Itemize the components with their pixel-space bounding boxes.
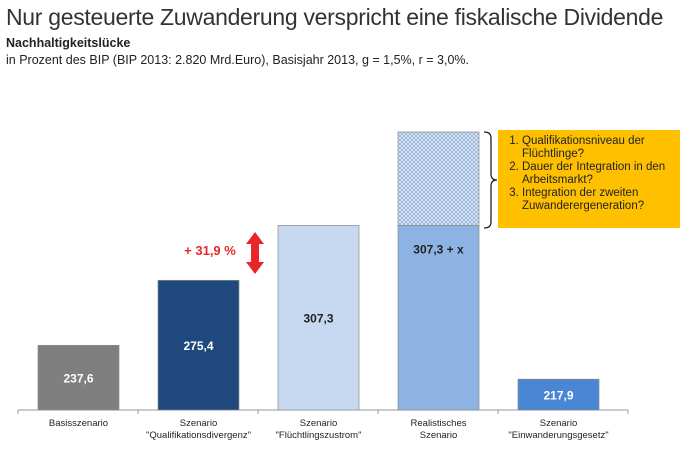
slide-title: Nur gesteuerte Zuwanderung verspricht ei…: [6, 4, 664, 30]
category-label: Basisszenario: [48, 418, 109, 429]
brace: [483, 131, 498, 229]
data-label: 307,3: [303, 312, 333, 326]
bar: [157, 279, 240, 411]
bar: [37, 344, 120, 411]
chart-subtitle: Nachhaltigkeitslücke: [6, 36, 131, 50]
data-label: 275,4: [183, 339, 213, 353]
increase-annotation: + 31,9 %: [184, 243, 236, 258]
category-label: Realistisches Szenario: [410, 418, 467, 441]
bar: [517, 378, 600, 411]
bar-uncertain-extension: [397, 131, 480, 226]
bar: [277, 225, 360, 411]
callout-item: Dauer der Integration in den Arbeitsmark…: [522, 161, 676, 187]
category-label: Szenario "Einwanderungsgesetz": [508, 418, 609, 441]
callout-item: Qualifikationsniveau der Flüchtlinge?: [522, 135, 676, 161]
data-label: 237,6: [63, 372, 93, 386]
double-arrow-icon: [246, 232, 264, 274]
callout-box: Qualifikationsniveau der Flüchtlinge? Da…: [498, 130, 680, 228]
data-label: 217,9: [543, 389, 573, 403]
data-label: 307,3 + x: [413, 242, 464, 256]
callout-item: Integration der zweiten Zuwanderergenera…: [522, 187, 676, 213]
category-label: Szenario "Qualifikationsdivergenz": [146, 418, 251, 441]
category-label: Szenario "Flüchtlingszustrom": [275, 418, 362, 441]
chart-note: in Prozent des BIP (BIP 2013: 2.820 Mrd.…: [6, 53, 469, 67]
bar: [397, 225, 480, 411]
